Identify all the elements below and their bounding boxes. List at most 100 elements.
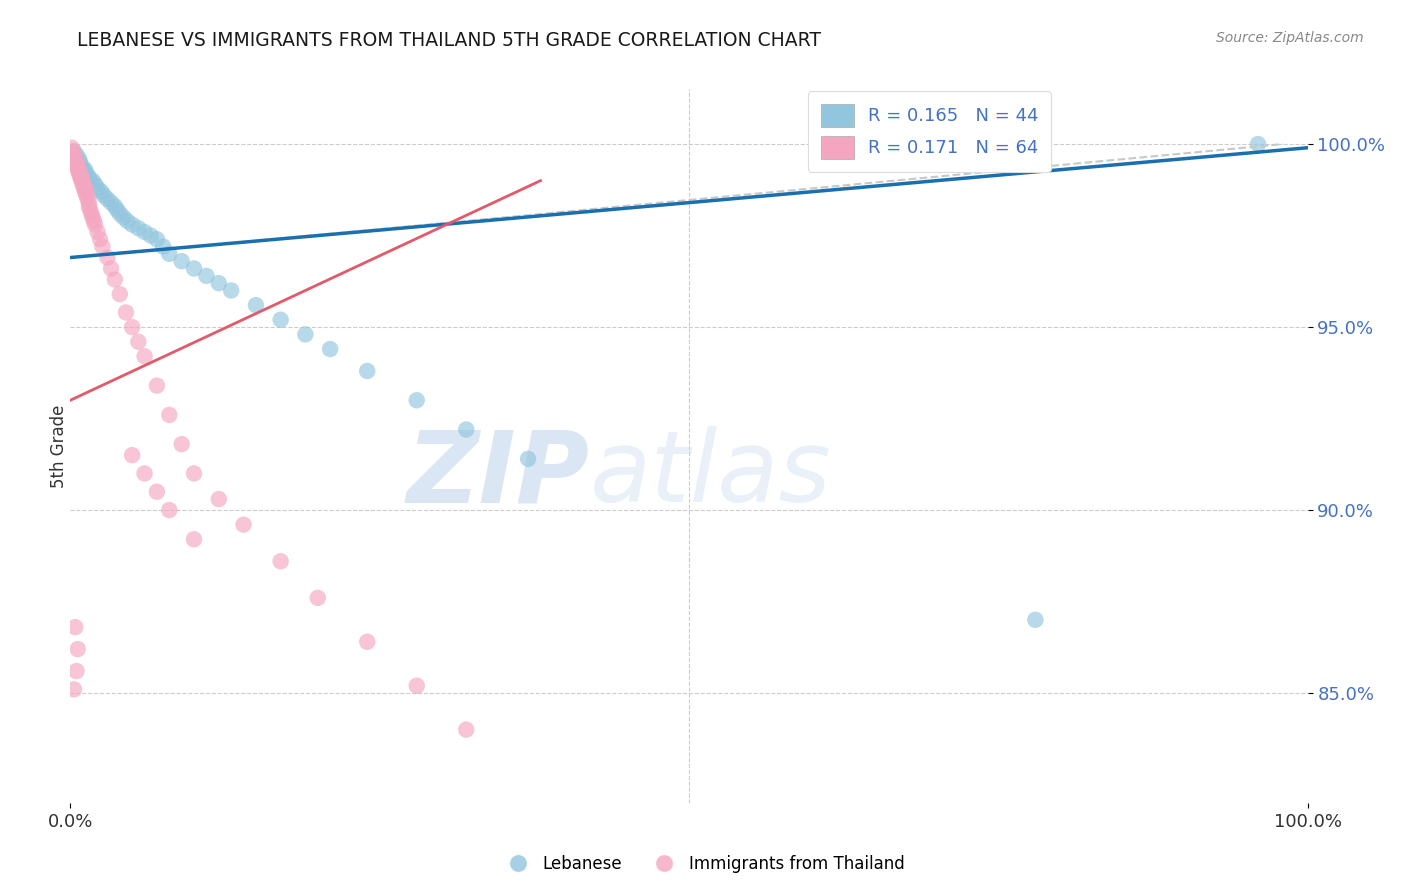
Point	[152, 239, 174, 253]
Text: Source: ZipAtlas.com: Source: ZipAtlas.com	[1216, 31, 1364, 45]
Point	[456, 423, 478, 437]
Point	[146, 378, 169, 392]
Point	[72, 174, 94, 188]
Legend: Lebanese, Immigrants from Thailand: Lebanese, Immigrants from Thailand	[495, 848, 911, 880]
Point	[66, 642, 89, 657]
Point	[170, 437, 193, 451]
Point	[63, 152, 86, 166]
Point	[104, 272, 127, 286]
Point	[183, 533, 205, 547]
Point	[1024, 613, 1046, 627]
Point	[105, 202, 128, 217]
Point	[127, 334, 149, 349]
Point	[121, 320, 143, 334]
Point	[75, 166, 97, 180]
Point	[319, 342, 342, 356]
Point	[72, 178, 94, 192]
Point	[91, 239, 114, 253]
Point	[75, 185, 97, 199]
Point	[75, 185, 97, 199]
Point	[72, 162, 94, 177]
Point	[60, 141, 83, 155]
Point	[84, 218, 107, 232]
Point	[127, 221, 149, 235]
Point	[67, 166, 90, 180]
Point	[65, 148, 87, 162]
Point	[65, 155, 87, 169]
Point	[232, 517, 254, 532]
Point	[86, 225, 108, 239]
Point	[157, 503, 180, 517]
Point	[62, 148, 84, 162]
Point	[183, 467, 205, 481]
Point	[356, 364, 378, 378]
Point	[73, 178, 96, 192]
Text: ZIP: ZIP	[406, 426, 591, 523]
Point	[66, 159, 89, 173]
Point	[80, 206, 103, 220]
Point	[75, 162, 97, 177]
Point	[405, 393, 427, 408]
Point	[77, 199, 100, 213]
Point	[69, 155, 91, 169]
Point	[70, 169, 93, 184]
Point	[67, 152, 90, 166]
Point	[1247, 137, 1270, 152]
Point	[356, 634, 378, 648]
Point	[82, 211, 104, 225]
Point	[67, 162, 90, 177]
Point	[82, 174, 104, 188]
Point	[208, 276, 231, 290]
Point	[96, 251, 118, 265]
Text: atlas: atlas	[591, 426, 831, 523]
Point	[93, 188, 115, 202]
Point	[219, 284, 242, 298]
Point	[73, 181, 96, 195]
Point	[245, 298, 267, 312]
Point	[134, 349, 156, 363]
Point	[108, 206, 131, 220]
Point	[115, 305, 138, 319]
Point	[75, 181, 97, 195]
Point	[183, 261, 205, 276]
Point	[307, 591, 329, 605]
Point	[96, 192, 118, 206]
Y-axis label: 5th Grade: 5th Grade	[51, 404, 67, 488]
Point	[83, 214, 105, 228]
Point	[65, 664, 87, 678]
Point	[405, 679, 427, 693]
Point	[62, 145, 84, 159]
Point	[65, 155, 87, 169]
Point	[65, 620, 87, 634]
Point	[157, 247, 180, 261]
Point	[66, 162, 89, 177]
Point	[65, 159, 87, 173]
Point	[108, 287, 131, 301]
Point	[84, 178, 107, 192]
Point	[157, 408, 180, 422]
Point	[104, 199, 127, 213]
Point	[100, 261, 122, 276]
Text: LEBANESE VS IMMIGRANTS FROM THAILAND 5TH GRADE CORRELATION CHART: LEBANESE VS IMMIGRANTS FROM THAILAND 5TH…	[77, 31, 821, 50]
Point	[70, 159, 93, 173]
Point	[134, 225, 156, 239]
Point	[121, 448, 143, 462]
Point	[89, 232, 111, 246]
Point	[294, 327, 316, 342]
Point	[115, 214, 138, 228]
Point	[76, 192, 98, 206]
Point	[79, 202, 101, 217]
Point	[170, 254, 193, 268]
Point	[86, 181, 108, 195]
Point	[134, 467, 156, 481]
Point	[63, 145, 86, 159]
Point	[517, 451, 540, 466]
Point	[146, 484, 169, 499]
Point	[270, 554, 292, 568]
Point	[69, 166, 91, 180]
Point	[195, 268, 218, 283]
Point	[79, 174, 101, 188]
Point	[121, 218, 143, 232]
Point	[208, 491, 231, 506]
Point	[75, 188, 97, 202]
